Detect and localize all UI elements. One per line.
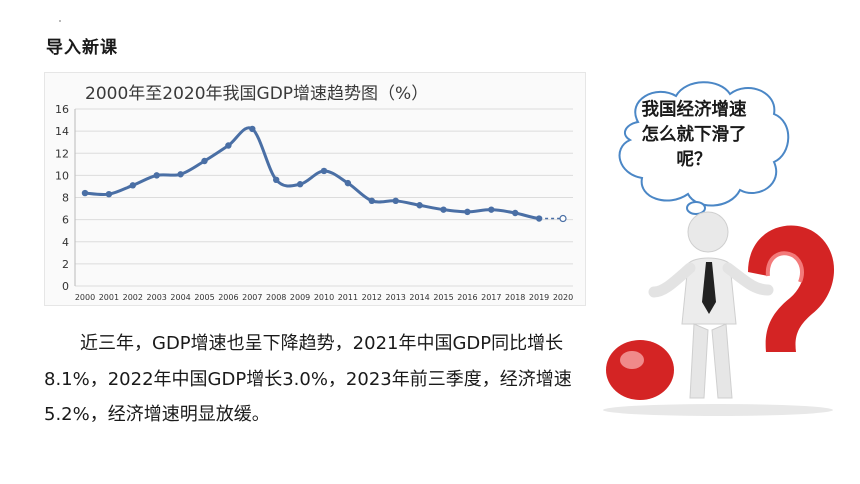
figure-illustration xyxy=(603,211,835,416)
data-point-2006 xyxy=(225,142,232,149)
y-tick-label-4: 4 xyxy=(62,236,69,249)
x-tick-label-2014: 2014 xyxy=(409,293,429,302)
x-tick-label-2005: 2005 xyxy=(194,293,214,302)
data-point-2012 xyxy=(368,197,375,205)
data-point-2019 xyxy=(535,215,543,222)
gdp-line-chart: 2000年至2020年我国GDP增速趋势图（%） 0 2 4 6 8 10 12 14 16 200… xyxy=(44,72,586,306)
paragraph-text: 近三年，GDP增速也呈下降趋势，2021年中国GDP同比增长8.1%，2022年… xyxy=(44,333,572,425)
data-point-2016 xyxy=(464,208,471,216)
cloud-shape xyxy=(618,81,790,207)
x-tick-label-2006: 2006 xyxy=(218,293,238,302)
data-point-2020 xyxy=(559,214,567,223)
question-mark-dot xyxy=(606,340,674,400)
thought-bubble xyxy=(618,81,790,227)
data-point-2008 xyxy=(273,176,280,183)
data-point-2013 xyxy=(392,197,399,205)
data-point-2018 xyxy=(512,209,519,217)
x-tick-label-2016: 2016 xyxy=(457,293,477,302)
data-point-2001 xyxy=(105,190,113,198)
data-point-2007 xyxy=(249,125,256,133)
y-tick-label-8: 8 xyxy=(62,192,69,205)
data-point-2015 xyxy=(440,206,447,213)
question-mark-hook xyxy=(748,225,835,352)
y-tick-label-0: 0 xyxy=(62,280,69,293)
x-tick-label-2009: 2009 xyxy=(290,293,310,302)
x-tick-label-2012: 2012 xyxy=(362,293,382,302)
x-tick-label-2004: 2004 xyxy=(170,293,190,302)
data-point-2005 xyxy=(201,157,208,165)
figure-tie xyxy=(702,262,716,314)
y-tick-label-10: 10 xyxy=(55,169,69,182)
data-point-2009 xyxy=(296,181,304,188)
data-point-2010 xyxy=(320,167,328,175)
decorative-dot xyxy=(59,20,61,22)
x-tick-label-2011: 2011 xyxy=(338,293,358,302)
y-tick-label-12: 12 xyxy=(55,147,69,160)
dot-highlight xyxy=(620,351,644,369)
data-point-2014 xyxy=(416,202,423,209)
section-heading: 导入新课 xyxy=(46,38,118,58)
data-point-2002 xyxy=(129,182,136,189)
figure-right-arm xyxy=(722,262,774,296)
x-tick-label-2003: 2003 xyxy=(147,293,167,302)
bubble-question: 我国经济增速怎么就下滑了呢？ xyxy=(641,100,747,170)
data-point-2003 xyxy=(153,172,160,179)
chart-title: 2000年至2020年我国GDP增速趋势图（%） xyxy=(85,84,428,104)
x-tick-label-2017: 2017 xyxy=(481,293,501,302)
data-point-2017 xyxy=(488,206,495,213)
series-line xyxy=(84,126,540,221)
y-tick-label-6: 6 xyxy=(62,214,69,227)
data-point-2004 xyxy=(177,171,184,178)
x-tick-label-2001: 2001 xyxy=(99,293,119,302)
figure-right-leg xyxy=(711,323,733,399)
body-paragraph: 近三年，GDP增速也呈下降趋势，2021年中国GDP同比增长8.1%，2022年… xyxy=(44,326,584,433)
x-tick-label-2019: 2019 xyxy=(529,293,549,302)
y-tick-label-16: 16 xyxy=(55,103,69,116)
figure-left-arm xyxy=(648,262,696,298)
x-tick-label-2018: 2018 xyxy=(505,293,525,302)
x-tick-label-2000: 2000 xyxy=(75,293,95,302)
x-tick-label-2007: 2007 xyxy=(242,293,262,302)
x-tick-label-2015: 2015 xyxy=(433,293,453,302)
floor-shadow xyxy=(603,404,833,416)
x-tick-label-2002: 2002 xyxy=(123,293,143,302)
x-tick-label-2010: 2010 xyxy=(314,293,334,302)
question-mark-highlight xyxy=(765,251,804,283)
figure-head xyxy=(687,211,729,253)
bubble-dot-large xyxy=(686,201,706,215)
x-tick-label-2020: 2020 xyxy=(553,293,573,302)
x-tick-label-2008: 2008 xyxy=(266,293,286,302)
chart-svg: 2000年至2020年我国GDP增速趋势图（%） 0 2 4 6 8 10 12 14 16 200… xyxy=(55,84,573,302)
y-tick-label-14: 14 xyxy=(55,125,69,138)
data-point-2000 xyxy=(81,189,89,197)
data-point-2011 xyxy=(344,179,352,187)
y-tick-label-2: 2 xyxy=(62,258,69,271)
figure-left-leg xyxy=(689,323,709,399)
x-tick-label-2013: 2013 xyxy=(386,293,406,302)
